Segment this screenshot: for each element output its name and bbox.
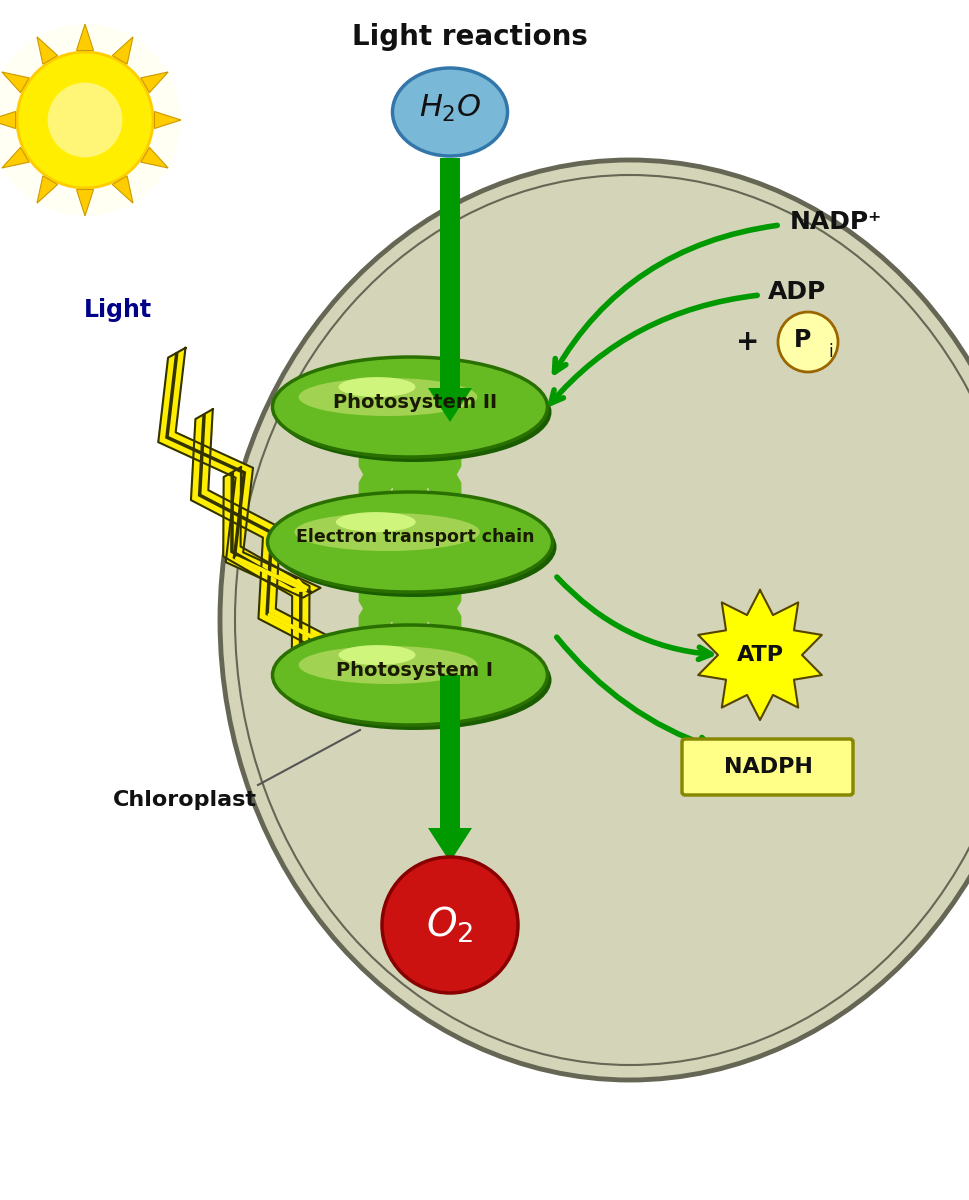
Text: $H_2O$: $H_2O$ [419,92,481,124]
Ellipse shape [271,497,556,596]
Ellipse shape [220,160,969,1080]
Polygon shape [112,37,133,64]
Circle shape [17,52,153,188]
FancyBboxPatch shape [681,739,852,794]
Polygon shape [141,72,168,92]
Circle shape [777,312,837,372]
Ellipse shape [295,514,480,551]
Polygon shape [427,828,472,862]
Polygon shape [427,388,472,422]
FancyArrowPatch shape [554,226,776,372]
Text: +: + [735,328,759,356]
Polygon shape [191,409,348,656]
Ellipse shape [298,378,477,416]
Text: NADP⁺: NADP⁺ [789,210,882,234]
Ellipse shape [335,512,416,532]
FancyArrowPatch shape [550,295,757,403]
Text: i: i [828,343,831,361]
Polygon shape [112,176,133,203]
Polygon shape [37,37,57,64]
Polygon shape [154,112,181,128]
Polygon shape [2,72,29,92]
Ellipse shape [272,358,547,457]
Ellipse shape [276,630,551,730]
Text: $O_2$: $O_2$ [426,905,473,946]
Polygon shape [77,190,93,216]
FancyArrowPatch shape [556,577,710,659]
Text: ATP: ATP [735,646,783,665]
Ellipse shape [298,646,477,684]
Polygon shape [0,112,16,128]
Text: ADP: ADP [767,280,826,304]
Text: Light reactions: Light reactions [352,23,587,50]
Circle shape [0,24,181,216]
Text: Photosystem II: Photosystem II [332,392,496,412]
Ellipse shape [392,68,507,156]
Polygon shape [77,24,93,50]
Text: Chloroplast: Chloroplast [112,790,257,810]
Bar [440,158,459,390]
Polygon shape [397,582,422,635]
Polygon shape [141,148,168,168]
Text: Electron transport chain: Electron transport chain [296,528,534,546]
Ellipse shape [276,362,551,462]
Ellipse shape [272,625,547,725]
Polygon shape [37,176,57,203]
Polygon shape [397,446,422,502]
Polygon shape [158,348,320,598]
Ellipse shape [267,492,552,592]
Polygon shape [2,148,29,168]
Text: Photosystem I: Photosystem I [336,660,493,679]
Circle shape [382,857,517,994]
Polygon shape [698,590,821,720]
FancyArrowPatch shape [556,637,710,749]
Polygon shape [223,467,378,715]
Bar [440,674,459,830]
Text: Light: Light [84,298,152,322]
Circle shape [47,83,122,157]
Ellipse shape [338,646,415,665]
Text: P: P [794,328,811,352]
Text: NADPH: NADPH [723,757,812,778]
Ellipse shape [338,377,415,397]
